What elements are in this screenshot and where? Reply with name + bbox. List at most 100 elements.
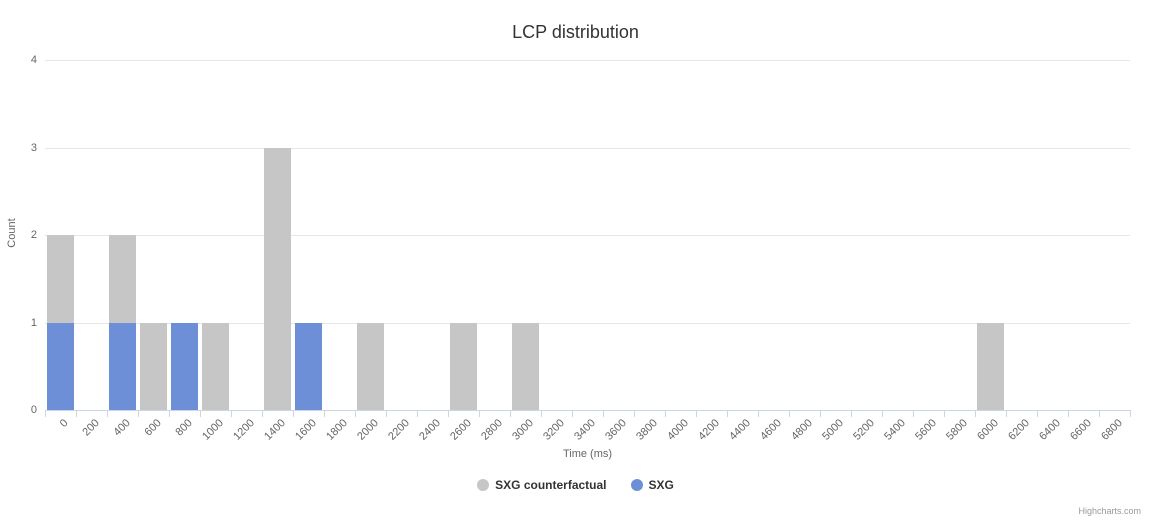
x-axis-tick xyxy=(820,411,821,417)
x-axis-label: 6600 xyxy=(1067,417,1094,443)
legend-marker-gray-icon xyxy=(477,479,490,491)
x-axis-label: 4000 xyxy=(664,417,691,443)
x-axis-label: 4600 xyxy=(757,417,784,443)
x-axis-tick xyxy=(169,411,170,417)
x-axis-label: 2200 xyxy=(385,417,412,443)
legend: SXG counterfactual SXG xyxy=(0,478,1151,492)
credits-link[interactable]: Highcharts.com xyxy=(1078,506,1141,516)
x-axis-tick xyxy=(1099,411,1100,417)
x-axis-tick xyxy=(510,411,511,417)
x-axis-tick xyxy=(727,411,728,417)
x-axis-tick xyxy=(1037,411,1038,417)
x-axis-label: 1400 xyxy=(261,417,288,443)
chart-title: LCP distribution xyxy=(512,22,639,42)
x-axis-tick xyxy=(944,411,945,417)
y-axis-label: 4 xyxy=(30,54,37,66)
legend-item-sxg[interactable]: SXG xyxy=(630,478,674,492)
x-axis-label: 2600 xyxy=(447,417,474,443)
x-axis-tick xyxy=(789,411,790,417)
x-axis-label: 400 xyxy=(111,417,133,439)
bar-sxg xyxy=(295,322,322,410)
x-axis-line xyxy=(45,410,1131,411)
x-axis-label: 3800 xyxy=(633,417,660,443)
bar-sxg-counterfactual xyxy=(357,322,384,410)
x-axis-tick xyxy=(541,411,542,417)
x-axis-label: 3400 xyxy=(571,417,598,443)
x-axis-label: 6200 xyxy=(1005,417,1032,443)
x-axis-tick xyxy=(200,411,201,417)
legend-item-sxg-counterfactual[interactable]: SXG counterfactual xyxy=(477,478,607,492)
x-axis-label: 6400 xyxy=(1036,417,1063,443)
bar-sxg-counterfactual xyxy=(512,322,539,410)
bar-sxg-counterfactual xyxy=(450,322,477,410)
x-axis-tick xyxy=(1130,411,1131,417)
x-axis-tick xyxy=(107,411,108,417)
x-axis-tick xyxy=(572,411,573,417)
x-axis-label: 2000 xyxy=(354,417,381,443)
x-axis-label: 5000 xyxy=(819,417,846,443)
x-axis-label: 0 xyxy=(57,417,71,430)
x-axis-tick xyxy=(76,411,77,417)
x-axis-label: 5200 xyxy=(850,417,877,443)
x-axis-tick xyxy=(882,411,883,417)
x-axis-label: 4200 xyxy=(695,417,722,443)
x-axis-tick xyxy=(851,411,852,417)
x-axis-title: Time (ms) xyxy=(562,448,613,460)
x-axis-label: 2800 xyxy=(478,417,505,443)
bar-sxg-counterfactual xyxy=(202,322,229,410)
x-axis-tick xyxy=(355,411,356,417)
x-axis-label: 5800 xyxy=(943,417,970,443)
legend-marker-blue-icon xyxy=(630,479,643,491)
x-axis-tick xyxy=(479,411,480,417)
x-axis-label: 1600 xyxy=(292,417,319,443)
x-axis-tick xyxy=(324,411,325,417)
x-axis-label: 200 xyxy=(80,417,102,439)
bar-sxg-counterfactual xyxy=(977,322,1004,410)
x-axis-tick xyxy=(138,411,139,417)
x-axis-label: 1000 xyxy=(199,417,226,443)
x-axis-label: 5600 xyxy=(912,417,939,443)
x-axis-label: 3600 xyxy=(602,417,629,443)
x-axis-tick xyxy=(417,411,418,417)
x-axis-tick xyxy=(696,411,697,417)
y-gridline xyxy=(45,147,1130,149)
x-axis-tick xyxy=(603,411,604,417)
x-axis-label: 4400 xyxy=(726,417,753,443)
x-axis-tick xyxy=(1006,411,1007,417)
x-axis-tick xyxy=(1068,411,1069,417)
x-axis-label: 6000 xyxy=(974,417,1001,443)
legend-label-sxg: SXG xyxy=(648,478,674,492)
x-axis-tick xyxy=(665,411,666,417)
x-axis-label: 3200 xyxy=(540,417,567,443)
x-axis-label: 1200 xyxy=(230,417,257,443)
x-axis-tick xyxy=(758,411,759,417)
bar-sxg xyxy=(47,322,74,410)
x-axis-label: 2400 xyxy=(416,417,443,443)
y-gridline xyxy=(45,322,1130,324)
x-axis-tick xyxy=(231,411,232,417)
y-gridline xyxy=(45,235,1130,236)
x-axis-tick xyxy=(634,411,635,417)
x-axis-label: 5400 xyxy=(881,417,908,443)
x-axis-tick xyxy=(975,411,976,417)
y-axis-label: 3 xyxy=(30,141,37,154)
x-axis-tick xyxy=(45,411,46,417)
bar-sxg xyxy=(109,322,136,410)
x-axis-label: 6800 xyxy=(1098,417,1125,443)
x-axis-label: 800 xyxy=(173,417,195,439)
y-gridline xyxy=(45,60,1130,61)
y-axis-label: 2 xyxy=(30,229,37,241)
x-axis-label: 3000 xyxy=(509,417,536,443)
x-axis-tick xyxy=(913,411,914,417)
bar-sxg-counterfactual xyxy=(140,322,167,410)
legend-label-sxg-counterfactual: SXG counterfactual xyxy=(495,478,607,492)
x-axis-tick xyxy=(448,411,449,417)
y-axis-label: 1 xyxy=(30,316,37,329)
x-axis-label: 600 xyxy=(142,417,164,439)
x-axis-tick xyxy=(293,411,294,417)
x-axis-label: 4800 xyxy=(788,417,815,443)
y-axis-label: 0 xyxy=(30,404,37,416)
bar-sxg-counterfactual xyxy=(264,147,291,410)
x-axis-label: 1800 xyxy=(323,417,350,443)
